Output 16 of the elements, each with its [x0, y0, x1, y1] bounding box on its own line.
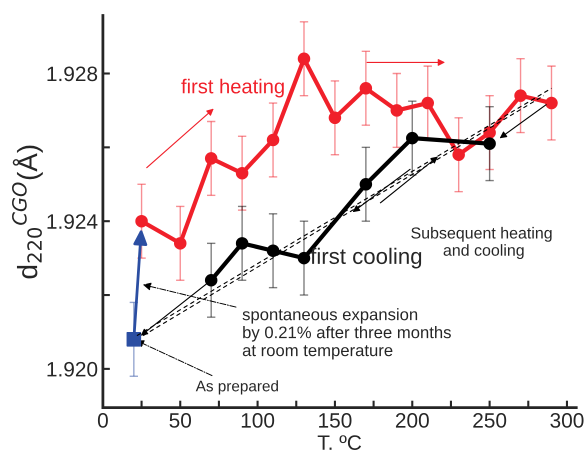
x-tick-label: 300: [550, 413, 584, 428]
x-tick-label: 0: [98, 413, 108, 428]
annotation: first cooling: [310, 248, 422, 268]
annotation: As prepared: [196, 380, 278, 394]
y-tick-label: 1.924: [48, 214, 98, 229]
x-tick-label: 100: [242, 413, 274, 428]
annotation: spontaneous expansion by 0.21% after three months at room temperature: [242, 308, 451, 360]
x-axis-title: T. ºC: [318, 435, 362, 450]
annotation: first heating: [181, 78, 284, 98]
x-tick-label: 150: [319, 413, 352, 428]
x-tick-label: 50: [169, 413, 192, 428]
x-tick-label: 250: [473, 413, 506, 428]
y-tick-label: 1.920: [48, 362, 98, 377]
y-tick-label: 1.928: [48, 66, 98, 82]
y-axis-title: d$_{220}$$^{CGO}$(Å): [12, 146, 43, 278]
x-tick-label: 200: [396, 413, 429, 428]
